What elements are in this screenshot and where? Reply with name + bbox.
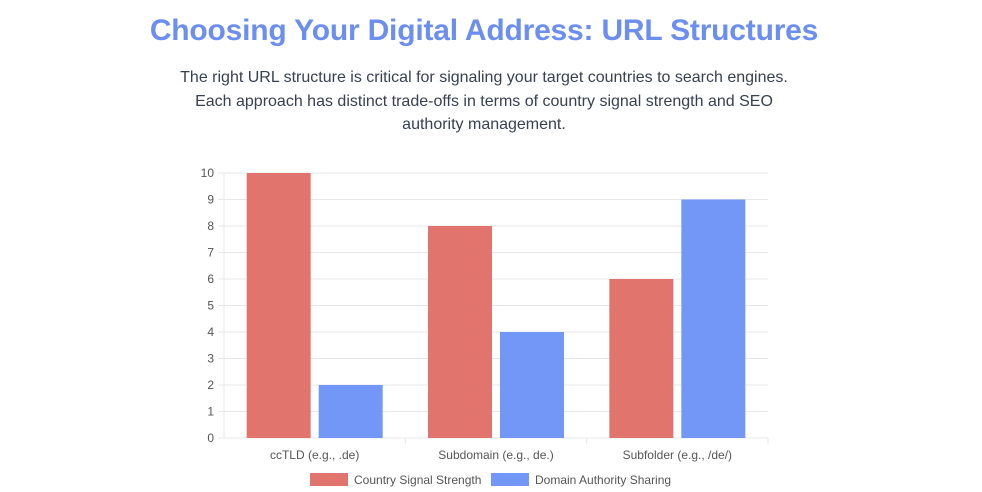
x-tick-label: ccTLD (e.g., .de) [270,448,359,462]
x-tick-label: Subdomain (e.g., de.) [438,448,553,462]
y-tick-label: 5 [207,299,214,313]
bar-authority-sharing [681,199,746,438]
page-subtitle: The right URL structure is critical for … [180,69,788,133]
legend-swatch [310,473,348,486]
y-tick-label: 3 [207,352,214,366]
page-title: Choosing Your Digital Address: URL Struc… [149,14,819,47]
y-tick-label: 8 [207,219,214,233]
y-axis-ticks: 0 1 2 3 4 5 6 7 8 9 10 [201,166,215,445]
y-tick-label: 6 [207,272,214,286]
bar-country-signal [609,279,674,438]
x-axis-ticks: ccTLD (e.g., .de) Subdomain (e.g., de.) Su… [270,448,732,462]
bar-authority-sharing [500,332,564,438]
bar-country-signal [246,173,311,438]
x-tick-label: Subfolder (e.g., /de/) [623,448,732,462]
legend-label: Domain Authority Sharing [535,473,671,487]
bar-authority-sharing [318,385,383,438]
y-tick-label: 4 [207,325,214,339]
y-tick-label: 10 [201,166,215,180]
y-tick-label: 9 [207,193,214,207]
chart-bars [246,173,746,438]
y-tick-label: 1 [207,405,214,419]
legend-swatch [491,473,529,486]
y-tick-label: 0 [207,431,214,445]
bar-country-signal [428,226,492,438]
y-tick-label: 7 [207,246,214,260]
chart-legend: Country Signal Strength Domain Authority … [310,473,671,487]
legend-label: Country Signal Strength [354,473,481,487]
y-tick-label: 2 [207,378,214,392]
